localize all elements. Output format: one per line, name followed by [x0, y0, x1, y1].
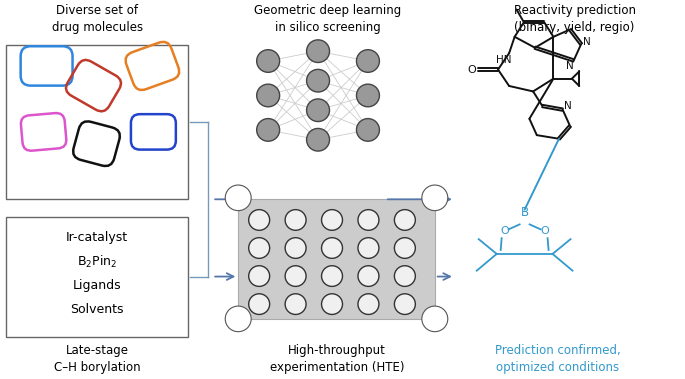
Circle shape [358, 210, 379, 230]
Circle shape [321, 238, 342, 258]
Text: O: O [468, 64, 477, 75]
Circle shape [285, 294, 306, 315]
Circle shape [249, 238, 270, 258]
Text: B$_2$Pin$_2$: B$_2$Pin$_2$ [77, 254, 117, 270]
Text: O: O [500, 226, 509, 236]
Circle shape [307, 40, 329, 63]
Circle shape [307, 69, 329, 92]
Text: Late-stage
C–H borylation: Late-stage C–H borylation [54, 344, 141, 374]
Text: Geometric deep learning
in silico screening: Geometric deep learning in silico screen… [254, 4, 401, 34]
Circle shape [307, 99, 329, 122]
Circle shape [422, 185, 448, 211]
Text: Reactivity prediction
(binary, yield, regio): Reactivity prediction (binary, yield, re… [514, 4, 636, 34]
Text: N: N [566, 61, 574, 71]
Bar [5, 45, 188, 199]
Text: N: N [564, 101, 572, 111]
Circle shape [358, 238, 379, 258]
Circle shape [307, 128, 329, 151]
Circle shape [395, 238, 415, 258]
Text: High-throughput
experimentation (HTE): High-throughput experimentation (HTE) [270, 344, 404, 374]
Circle shape [249, 294, 270, 315]
Text: Ligands: Ligands [73, 279, 121, 292]
Circle shape [321, 210, 342, 230]
Circle shape [358, 294, 379, 315]
Bar [238, 199, 435, 319]
Circle shape [395, 266, 415, 287]
Text: O: O [540, 226, 549, 236]
Text: HN: HN [496, 55, 511, 66]
Circle shape [257, 84, 279, 107]
Bar [5, 216, 188, 337]
Circle shape [225, 185, 251, 211]
Circle shape [395, 210, 415, 230]
Circle shape [285, 210, 306, 230]
Text: Ir-catalyst: Ir-catalyst [66, 231, 128, 244]
Circle shape [321, 266, 342, 287]
Circle shape [422, 306, 448, 332]
Text: Solvents: Solvents [71, 302, 124, 316]
Text: Prediction confirmed,
optimized conditions: Prediction confirmed, optimized conditio… [495, 344, 621, 374]
Circle shape [225, 306, 251, 332]
Circle shape [285, 238, 306, 258]
Circle shape [321, 294, 342, 315]
Circle shape [356, 119, 379, 141]
Circle shape [257, 119, 279, 141]
Circle shape [356, 84, 379, 107]
Circle shape [395, 294, 415, 315]
Circle shape [285, 266, 306, 287]
Circle shape [257, 50, 279, 72]
Text: N: N [583, 37, 590, 47]
Text: B: B [521, 206, 529, 219]
Circle shape [358, 266, 379, 287]
Circle shape [356, 50, 379, 72]
Text: Diverse set of
drug molecules: Diverse set of drug molecules [52, 4, 143, 34]
Circle shape [249, 266, 270, 287]
Circle shape [249, 210, 270, 230]
